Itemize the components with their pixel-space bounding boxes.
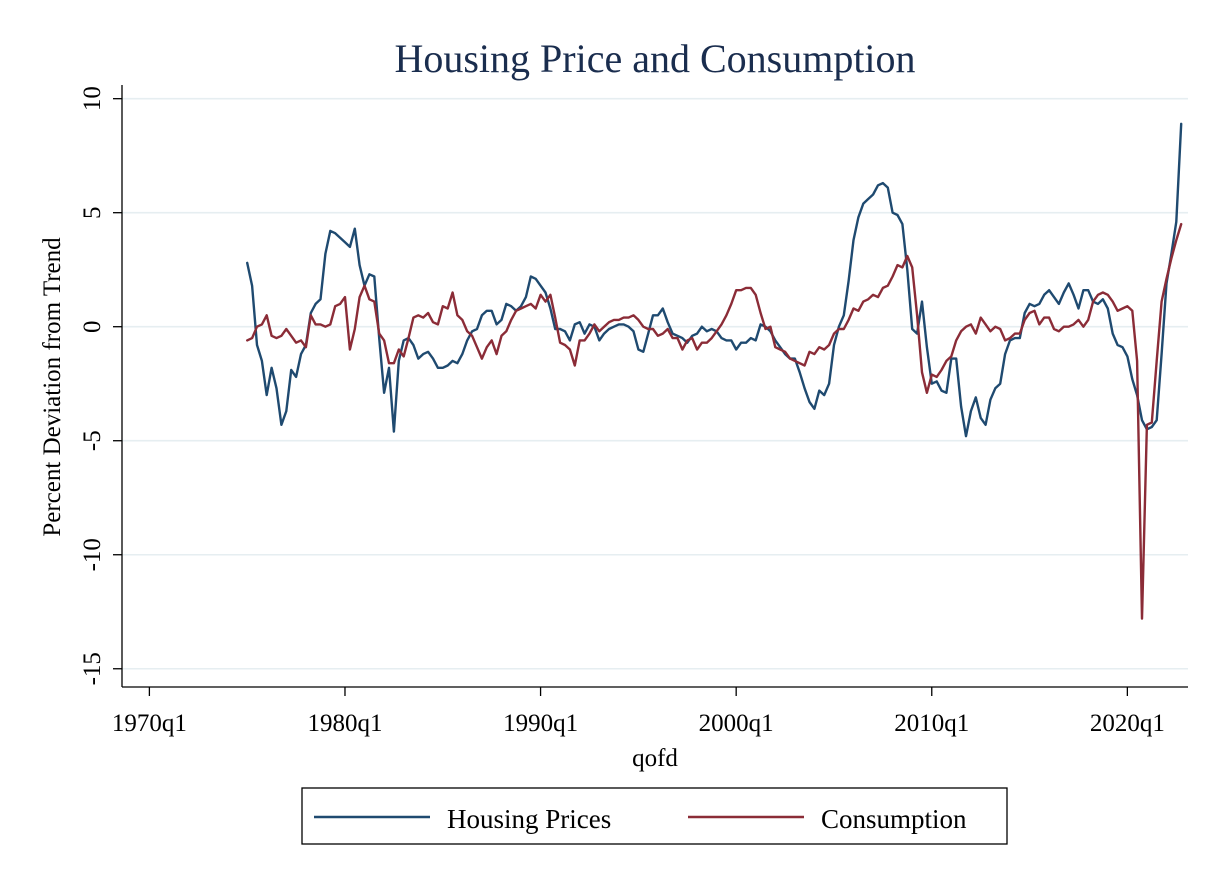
y-tick-label: -10 — [79, 538, 106, 571]
series-line-consumption — [246, 222, 1183, 620]
x-tick-label: 1990q1 — [503, 710, 578, 737]
gridlines — [122, 97, 1188, 670]
legend: Housing Prices Consumption — [301, 787, 1008, 845]
x-axis-label: qofd — [632, 745, 678, 772]
x-tick-label: 2010q1 — [894, 710, 969, 737]
y-tick-label: -15 — [79, 652, 106, 685]
y-tick-label: 10 — [79, 86, 106, 111]
y-axis-ticks: 10 5 0 -5 -10 -15 — [79, 86, 122, 685]
series-line-housing-prices — [246, 122, 1183, 438]
legend-label: Consumption — [821, 804, 967, 834]
x-axis-ticks: 1970q1 1980q1 1990q1 2000q1 2010q1 2020q1 — [112, 687, 1165, 737]
y-tick-label: 5 — [79, 206, 106, 219]
series-lines — [246, 122, 1183, 620]
x-tick-label: 2020q1 — [1090, 710, 1165, 737]
y-tick-label: 0 — [79, 320, 106, 333]
x-tick-label: 1970q1 — [112, 710, 187, 737]
chart-title: Housing Price and Consumption — [394, 36, 915, 81]
axes — [121, 85, 1188, 688]
x-tick-label: 1980q1 — [307, 710, 382, 737]
legend-label: Housing Prices — [447, 804, 611, 834]
y-axis-label: Percent Deviation from Trend — [39, 237, 66, 537]
x-tick-label: 2000q1 — [699, 710, 774, 737]
y-tick-label: -5 — [79, 430, 106, 451]
